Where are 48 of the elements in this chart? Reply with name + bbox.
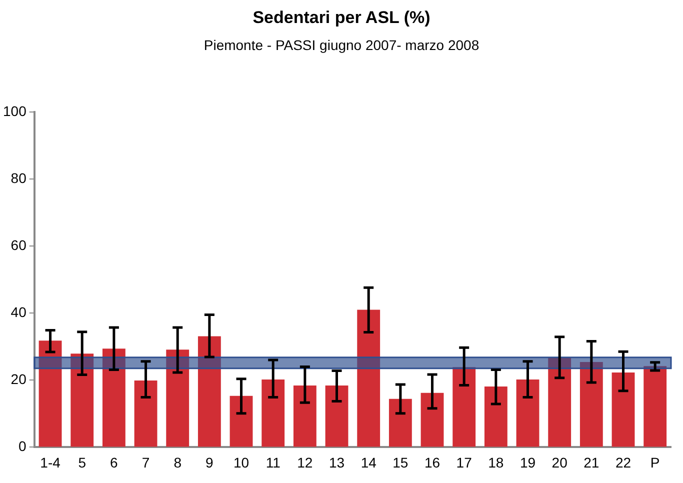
- x-tick-label: P: [650, 454, 660, 470]
- bar: [38, 340, 62, 447]
- bar: [134, 380, 158, 447]
- bar: [357, 310, 380, 447]
- x-tick-label: 6: [110, 454, 118, 470]
- bar: [452, 367, 476, 447]
- x-tick-label: 14: [360, 454, 377, 470]
- y-tick-label: 0: [18, 438, 27, 454]
- x-tick-label: 13: [328, 454, 345, 470]
- bar: [420, 392, 444, 447]
- bar: [612, 372, 635, 447]
- y-tick-label: 100: [3, 102, 27, 119]
- x-tick-label: 7: [142, 454, 150, 470]
- x-tick-label: 15: [392, 454, 408, 470]
- bar: [388, 398, 412, 447]
- x-tick-label: 11: [266, 454, 281, 470]
- chart-subtitle: Piemonte - PASSI giugno 2007- marzo 2008: [202, 37, 480, 53]
- bar: [102, 348, 126, 447]
- bar: [293, 386, 316, 447]
- x-tick-label: 12: [297, 454, 313, 470]
- x-tick-label: 22: [615, 454, 632, 470]
- x-tick-label: 16: [424, 454, 440, 470]
- x-tick-label: 8: [174, 454, 182, 470]
- bar: [70, 354, 94, 447]
- x-tick-label: 10: [233, 454, 250, 470]
- y-tick-label: 60: [10, 236, 27, 253]
- x-tick-label: 21: [584, 454, 600, 470]
- bar: [198, 336, 221, 447]
- bar: [166, 350, 190, 447]
- bar: [548, 358, 572, 447]
- x-tick-label: 1-4: [40, 454, 61, 470]
- bar: [230, 396, 253, 447]
- x-tick-label: 19: [520, 454, 536, 470]
- y-tick-label: 40: [10, 304, 27, 320]
- x-tick-label: 20: [552, 454, 568, 470]
- x-tick-label: 9: [206, 454, 214, 470]
- x-tick-label: 5: [78, 454, 86, 470]
- bar: [644, 366, 667, 447]
- bar: [484, 386, 508, 447]
- bar: [580, 362, 603, 447]
- x-tick-label: 18: [488, 454, 504, 470]
- bar: [516, 379, 540, 447]
- y-tick-label: 20: [10, 371, 27, 388]
- bar: [262, 379, 285, 447]
- x-tick-label: 17: [456, 454, 472, 470]
- bar: [325, 386, 348, 447]
- y-tick-label: 80: [10, 170, 27, 186]
- chart-title: Sedentari per ASL (%): [252, 8, 432, 28]
